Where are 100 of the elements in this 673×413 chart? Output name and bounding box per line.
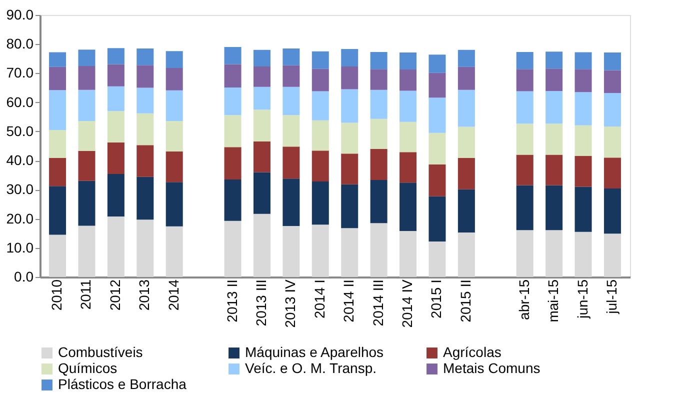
bar [428,241,446,277]
bar [370,180,388,224]
bar [400,152,417,183]
x-tick-label: 2013 IV [282,278,298,328]
y-tick-label: 50.0 [6,122,34,139]
bar [312,182,329,225]
bar [282,146,300,179]
bar [370,148,388,180]
bar [458,158,475,190]
bar [78,66,96,90]
bar [546,185,563,230]
bar [370,69,388,90]
bar [78,226,96,277]
x-tick-label: 2013 II [224,280,240,322]
bar [604,70,621,94]
bar [78,120,96,151]
bar [253,214,270,277]
bar [224,47,242,64]
bar [78,50,96,66]
y-tick-label: 10.0 [6,239,34,256]
bar [604,158,621,188]
bar [546,90,563,124]
bar [78,150,96,181]
bar [107,142,124,174]
bar [253,66,270,87]
bar [574,232,592,277]
bar [458,232,475,277]
bar [166,226,183,277]
bar [516,69,534,92]
x-tick-label: 2014 III [370,280,386,326]
bar [107,86,124,112]
bar [136,88,154,114]
bar [107,48,124,64]
bar [312,68,329,92]
bar [224,179,242,221]
bar [428,196,446,242]
bar [282,86,300,116]
bar [574,52,592,70]
bar [136,48,154,66]
bar [604,126,621,158]
x-tick-label: jul-15 [603,279,620,315]
bar [49,186,66,235]
bar [166,120,183,152]
y-tick-label: 40.0 [6,152,34,168]
bar [312,224,329,277]
bar [49,234,66,277]
bar [341,66,358,90]
bar [224,220,242,277]
bar [370,90,388,119]
bar [516,185,534,230]
legend-label: Plásticos e Borracha [58,376,187,392]
bar [428,54,446,73]
bar [341,228,358,277]
x-tick-label: jun-15 [574,279,590,320]
bar [604,188,621,234]
bar [136,220,154,277]
bar [574,92,592,126]
bar [546,230,563,277]
x-tick-label: abr-15 [516,279,532,320]
bar [166,51,183,68]
bar [516,230,534,277]
bar [546,124,563,155]
bar [253,50,270,67]
bar [458,90,475,127]
bar [428,98,446,133]
bar [107,174,124,216]
bar [107,111,124,143]
bar [370,52,388,70]
bar [166,152,183,182]
x-tick-label: 2013 III [252,280,269,326]
bar [224,64,242,88]
bar [458,50,475,67]
bar [49,158,66,186]
y-tick-label: 80.0 [6,36,34,52]
bar [49,130,66,158]
bar [282,226,300,277]
bar [224,115,242,148]
bar [282,178,300,226]
bar [136,65,154,88]
bar [428,164,446,196]
bar [78,90,96,121]
x-tick-label: 2013 [136,279,152,311]
x-tick-label: mai-15 [545,279,562,322]
bar [107,216,124,277]
legend-label: Combustíveis [58,344,143,360]
bar [282,48,300,66]
x-tick-label: 2014 IV [399,278,416,328]
bar [253,141,270,172]
legend-label: Químicos [58,360,118,376]
bar [224,147,242,180]
bar [341,49,358,67]
bar [107,64,124,86]
legend-label: Metais Comuns [443,360,540,376]
bar [166,68,183,90]
bar [341,89,358,123]
bar [574,69,592,92]
bar [458,189,475,232]
bar [224,87,242,116]
bar [370,118,388,149]
bar [136,145,154,177]
